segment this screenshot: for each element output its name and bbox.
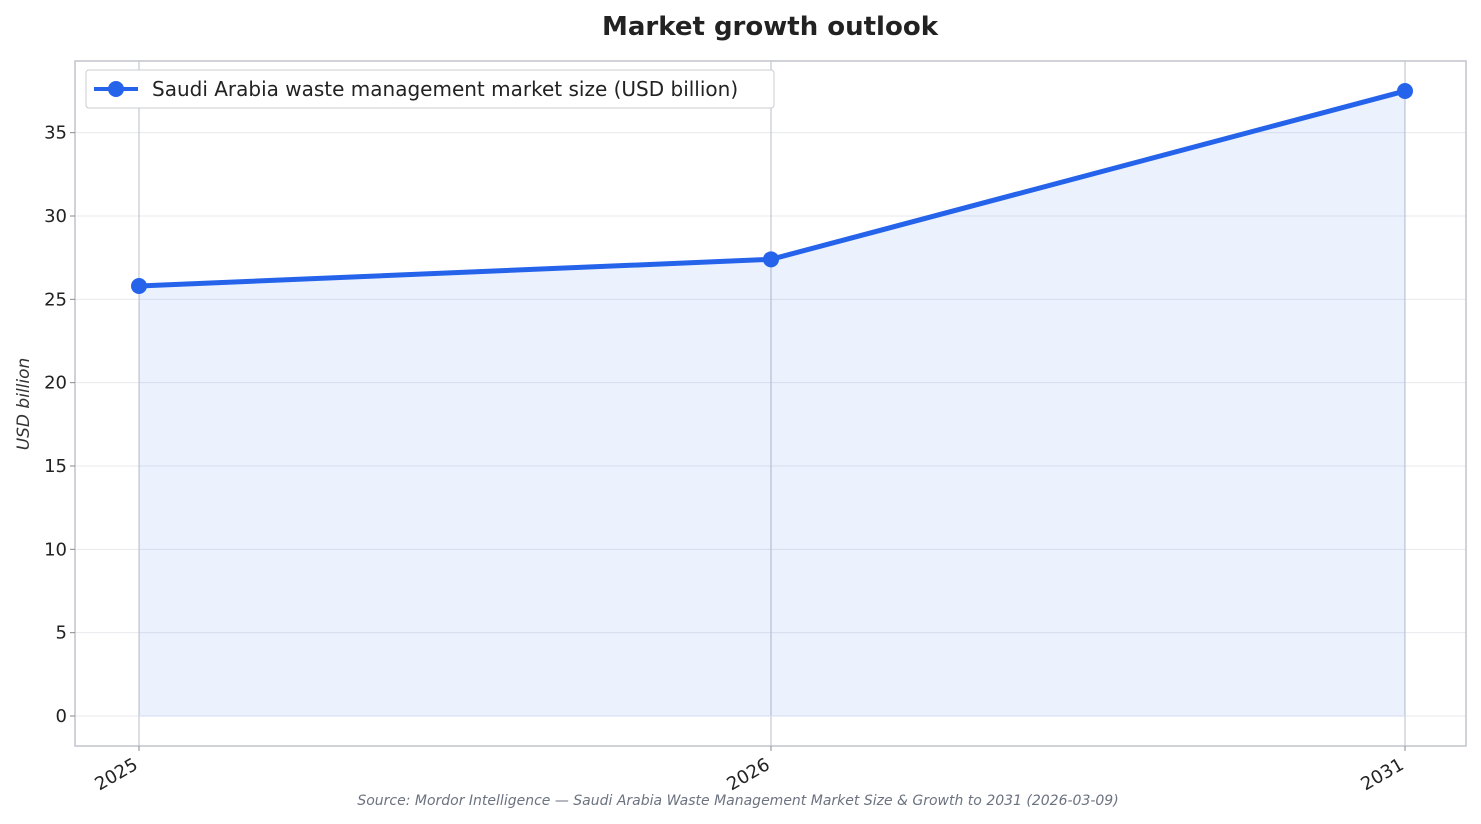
grid-lines	[75, 61, 1466, 746]
area-fill-layer	[139, 91, 1405, 717]
y-axis-ticks: 0 5 10 15 20 25 30 35	[44, 123, 75, 727]
legend[interactable]: Saudi Arabia waste management market siz…	[85, 69, 775, 109]
y-tick-label: 35	[44, 123, 67, 144]
x-tick-label: 2025	[91, 754, 141, 795]
x-tick-label: 2026	[723, 754, 773, 795]
data-point	[131, 278, 147, 294]
x-axis-ticks: 2025 2026 2031	[91, 746, 1408, 795]
x-tick-label: 2031	[1357, 754, 1407, 795]
chart-title: Market growth outlook	[602, 12, 939, 42]
y-axis-label: USD billion	[14, 358, 34, 451]
data-points-layer	[131, 83, 1413, 294]
y-tick-label: 10	[44, 539, 67, 560]
legend-marker-icon	[108, 81, 124, 97]
y-tick-label: 0	[56, 706, 67, 727]
source-note: Source: Mordor Intelligence — Saudi Arab…	[357, 793, 1118, 809]
y-tick-label: 30	[44, 206, 67, 227]
area-fill	[139, 91, 1405, 716]
y-tick-label: 15	[44, 456, 67, 477]
data-point	[1397, 83, 1413, 99]
y-tick-label: 5	[56, 623, 67, 644]
legend-label: Saudi Arabia waste management market siz…	[152, 77, 738, 101]
legend-box	[85, 69, 775, 109]
y-tick-label: 25	[44, 289, 67, 310]
data-point	[763, 251, 779, 268]
y-tick-label: 20	[44, 373, 67, 394]
